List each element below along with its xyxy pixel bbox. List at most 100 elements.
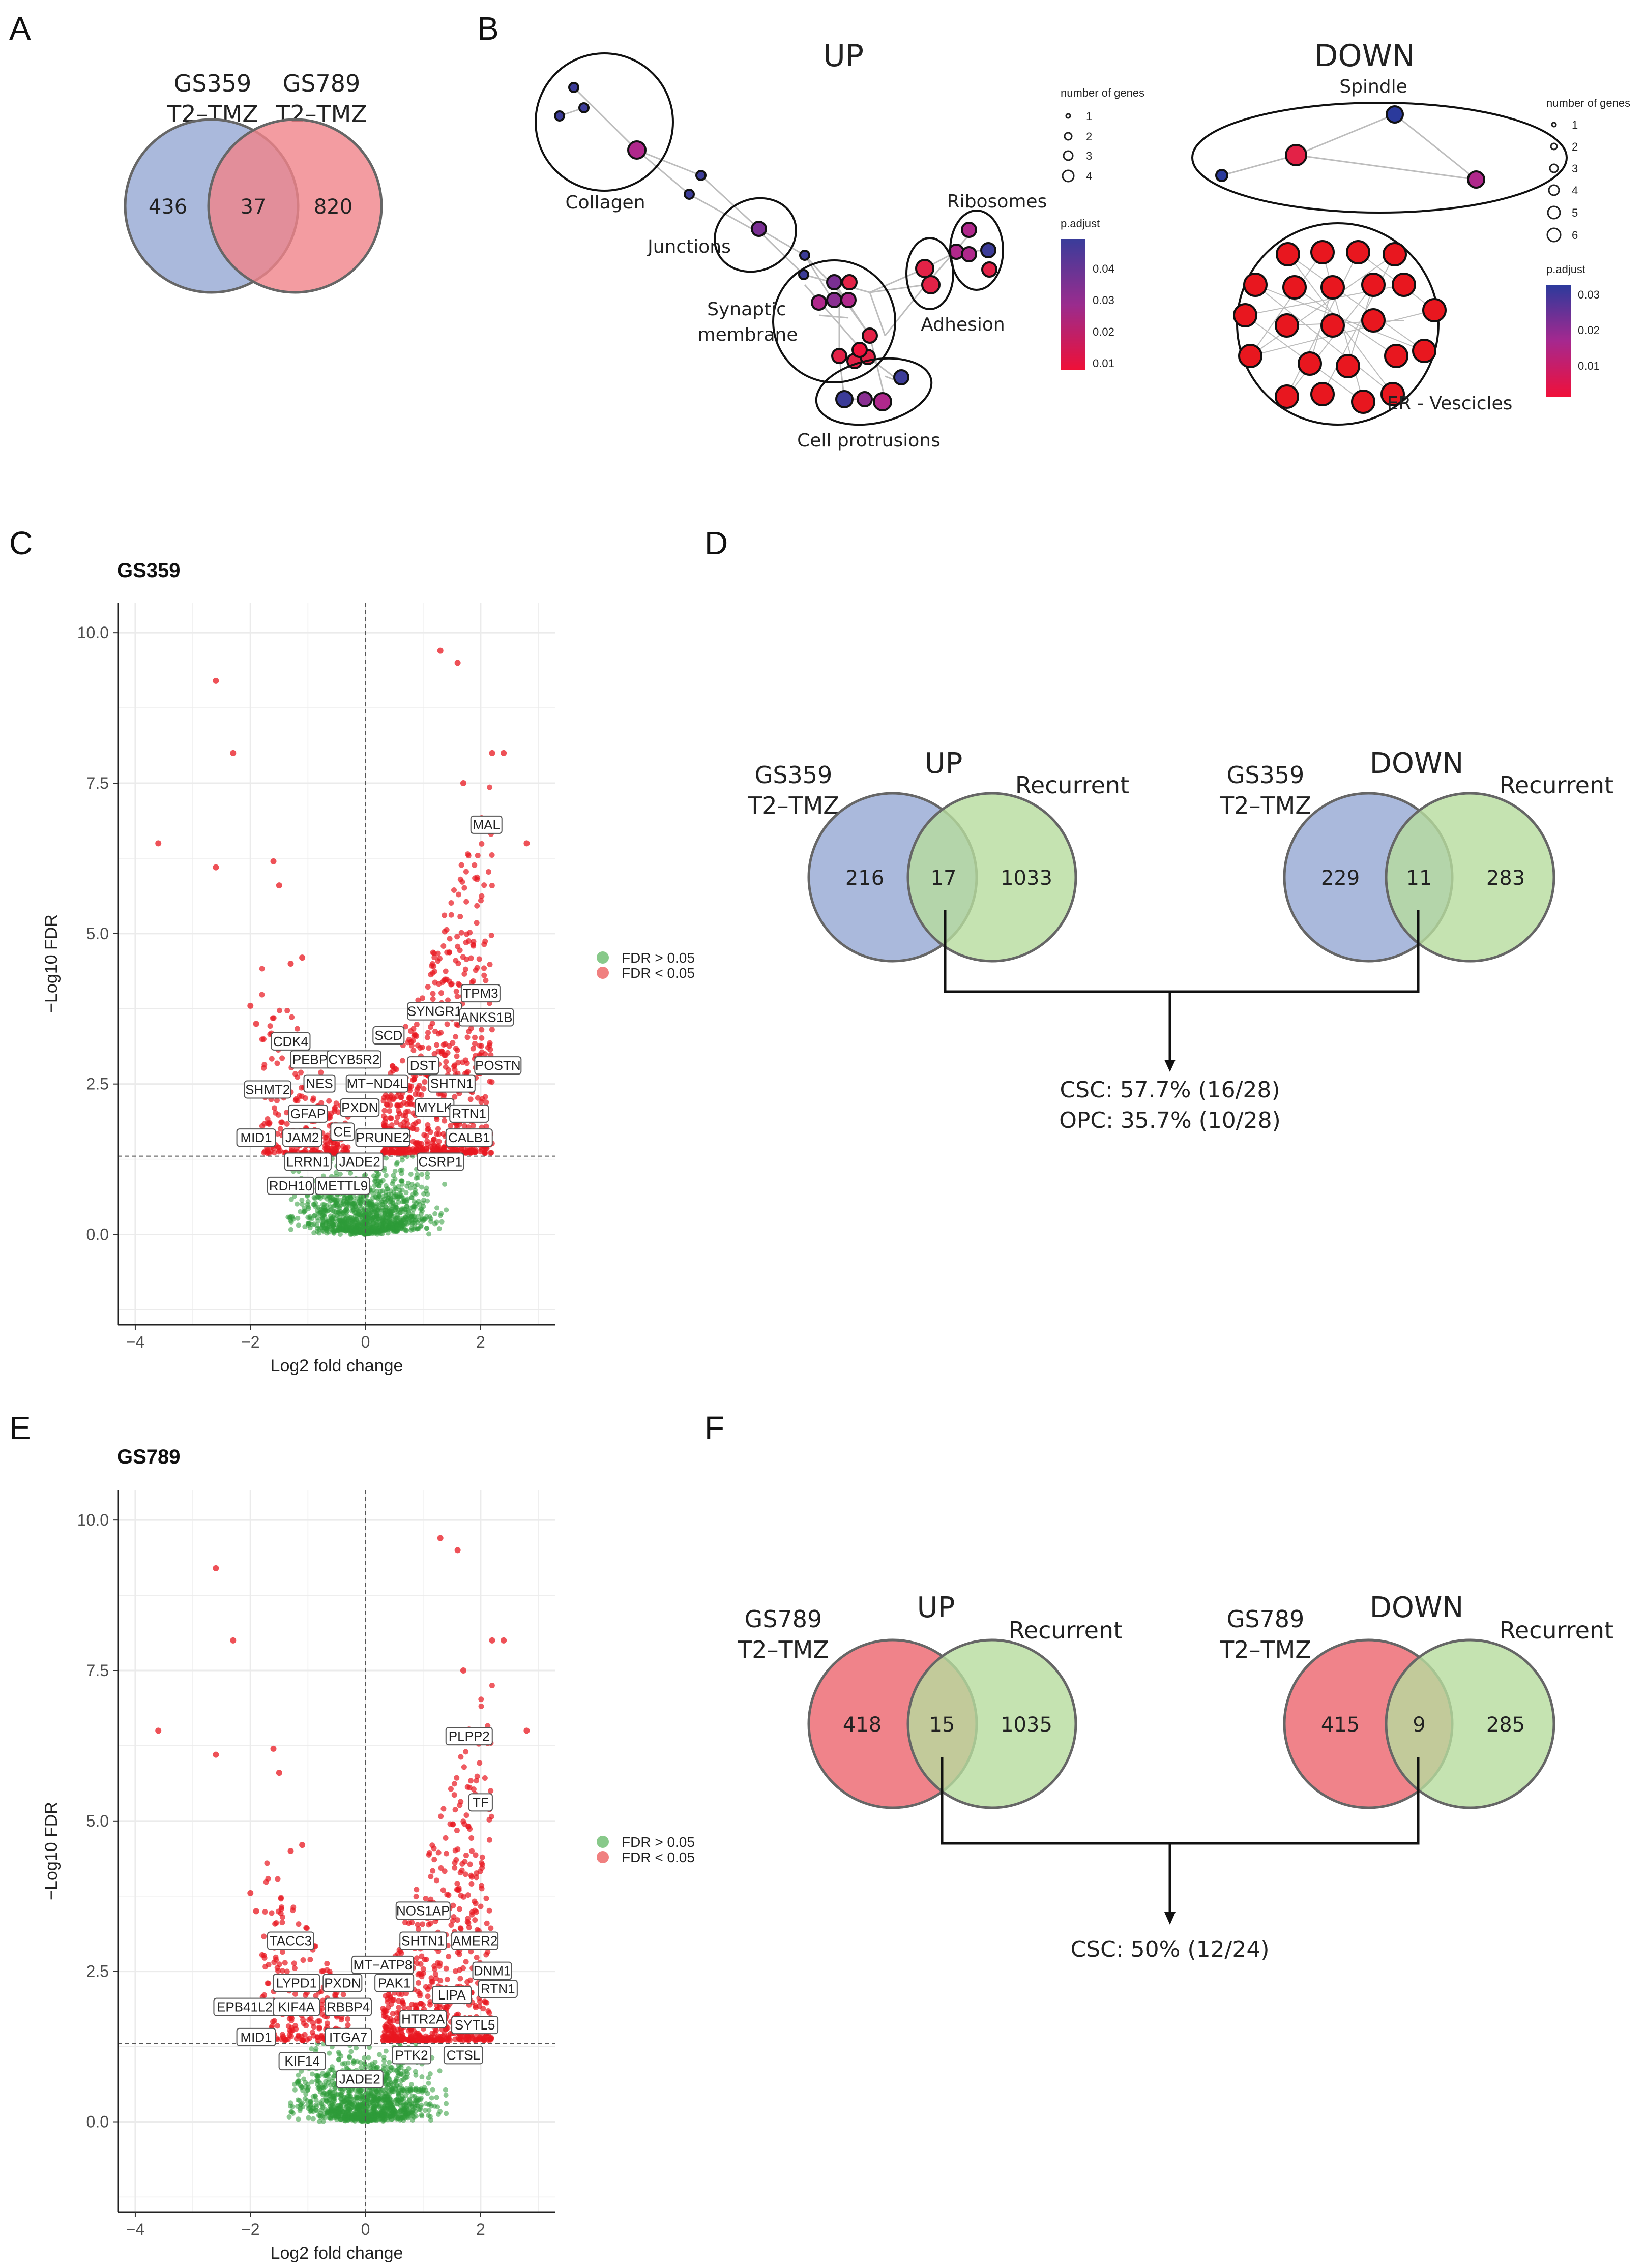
volcano-c-point-sig (474, 903, 480, 909)
venn-f-up-left-title-2: T2–TMZ (737, 1636, 829, 1663)
volcano-e-point-sig (278, 1895, 284, 1901)
volcano-c-point-sig (253, 1021, 259, 1027)
volcano-e-gene-label: AMER2 (452, 1933, 498, 1949)
volcano-c-ytick-label: 7.5 (86, 774, 109, 792)
volcano-e-point-sig (425, 1986, 431, 1992)
volcano-c-gene-label-box (336, 1152, 384, 1171)
network-down-title: DOWN (1314, 38, 1415, 74)
volcano-e-point-sig (263, 1879, 269, 1885)
down-size-1 (1551, 122, 1557, 128)
volcano-e-xtick-label: 2 (476, 2220, 485, 2239)
volcano-c-point-sig (481, 882, 487, 888)
volcano-c-point-sig (457, 947, 463, 953)
venn-d-up-overlap-count: 17 (931, 867, 957, 890)
volcano-e-point-sig (473, 1778, 479, 1784)
volcano-e-point-sig (440, 2037, 446, 2043)
volcano-e-point-ns (358, 2065, 364, 2070)
volcano-c-point-ns (438, 1211, 444, 1216)
down-color-bar (1546, 285, 1571, 397)
volcano-c-point-ns (360, 1223, 366, 1229)
volcano-c-point-ns (354, 1206, 359, 1212)
volcano-c-point-sig (432, 1028, 438, 1034)
volcano-c-point-ns (288, 1227, 293, 1232)
volcano-c-point-ns (409, 1195, 415, 1200)
volcano-c-point-sig (419, 995, 425, 1001)
volcano-c-gene-label: GFAP (290, 1106, 326, 1121)
up-size-4 (1062, 169, 1075, 183)
volcano-c-point-ns (324, 1203, 330, 1208)
volcano-e-point-ns (325, 2108, 331, 2114)
volcano-c-point-sig (474, 920, 480, 926)
volcano-c-point-sig (430, 991, 436, 997)
volcano-c-point-ns (295, 1215, 301, 1221)
volcano-c-point-ns (418, 1211, 424, 1217)
volcano-c-point-sig (310, 1097, 316, 1103)
volcano-e-point-sig (327, 1968, 333, 1975)
volcano-e-point-ns (358, 2117, 364, 2123)
volcano-e-point-sig (438, 1865, 444, 1871)
volcano-e-point-sig (481, 2035, 487, 2041)
volcano-e-point-sig (384, 2015, 390, 2021)
volcano-c-point-sig (481, 972, 487, 978)
volcano-c-gene-label: MYLK (417, 1100, 453, 1115)
volcano-e-point-ns (331, 2097, 336, 2103)
volcano-e-point-sig (486, 1907, 492, 1914)
volcano-c-point-ns (393, 1205, 399, 1210)
volcano-e-point-sig (453, 1968, 459, 1975)
volcano-e-point-sig (427, 2034, 433, 2040)
volcano-c-point-ns (434, 1219, 439, 1225)
venn-d-down-overlap-count: 11 (1406, 867, 1432, 890)
venn-d-down-right-circle (1385, 792, 1555, 963)
volcano-e-point-sig (428, 1920, 434, 1926)
volcano-c-point-ns (316, 1226, 322, 1232)
panel-c: C GS359 −4 −2 0 2 0.0 2.5 5.0 7.5 10.0 Log2 fold … (9, 525, 695, 1376)
volcano-c-point-sig (444, 1021, 450, 1027)
volcano-c-point-sig (472, 1034, 478, 1040)
volcano-c-point-sig (425, 984, 431, 990)
volcano-e-point-ns (376, 2116, 381, 2122)
volcano-e-point-sig (307, 1957, 313, 1963)
volcano-e-point-ns (393, 2085, 398, 2091)
volcano-c-point-ns (390, 1222, 395, 1228)
volcano-c-point-sig (284, 1121, 290, 1127)
volcano-e-point-ns (405, 2115, 411, 2121)
volcano-e-point-ns (371, 2108, 377, 2114)
volcano-e-point-sig (309, 2030, 315, 2036)
volcano-e-point-sig (435, 1849, 442, 1856)
volcano-e-point-sig (315, 2037, 321, 2043)
volcano-c-gene-label: MT−ND4L (347, 1076, 407, 1091)
venn-d-down-left-title-1: GS359 (1227, 761, 1305, 789)
volcano-e-point-sig (388, 2001, 394, 2007)
volcano-c-point-sig (478, 1043, 484, 1049)
venn-d-up-right-circle (906, 792, 1077, 963)
volcano-c-point-ns (302, 1224, 308, 1230)
volcano-c-point-sig (318, 1069, 324, 1076)
volcano-e-gene-label: PAK1 (378, 1975, 411, 1990)
volcano-e-point-sig (290, 1907, 296, 1914)
volcano-c-point-ns (403, 1209, 408, 1215)
volcano-e-point-sig (318, 2002, 325, 2008)
venn-f-up-right-count: 1035 (1001, 1713, 1052, 1737)
volcano-e-point-ns (426, 2108, 432, 2113)
up-legend-color-title: p.adjust (1061, 217, 1100, 230)
network-up-nodes (554, 82, 997, 411)
volcano-c-point-ns (391, 1193, 397, 1199)
volcano-e-gene-label: NOS1AP (396, 1903, 450, 1918)
volcano-c-point-sig (417, 1045, 423, 1051)
down-size-label-3: 3 (1572, 162, 1578, 175)
volcano-c-point-sig (391, 1095, 397, 1101)
volcano-c-point-sig (487, 1079, 493, 1085)
volcano-c-point-sig (454, 993, 460, 999)
venn-d-down-center-title: DOWN (1370, 747, 1463, 780)
volcano-e-point-ns (403, 2093, 408, 2098)
volcano-e-point-sig (465, 1920, 472, 1926)
volcano-e-point-sig (462, 1859, 468, 1865)
volcano-c-point-sig (279, 1119, 285, 1125)
venn-d-down-right-count: 283 (1486, 867, 1525, 890)
volcano-e-point-sig (384, 2008, 390, 2014)
volcano-c-point-ns (337, 1171, 343, 1177)
volcano-e-point-ns (337, 2106, 343, 2112)
volcano-c-point-ns (348, 1196, 354, 1201)
volcano-c-point-sig (384, 1102, 390, 1108)
volcano-c-point-sig (436, 1139, 442, 1145)
